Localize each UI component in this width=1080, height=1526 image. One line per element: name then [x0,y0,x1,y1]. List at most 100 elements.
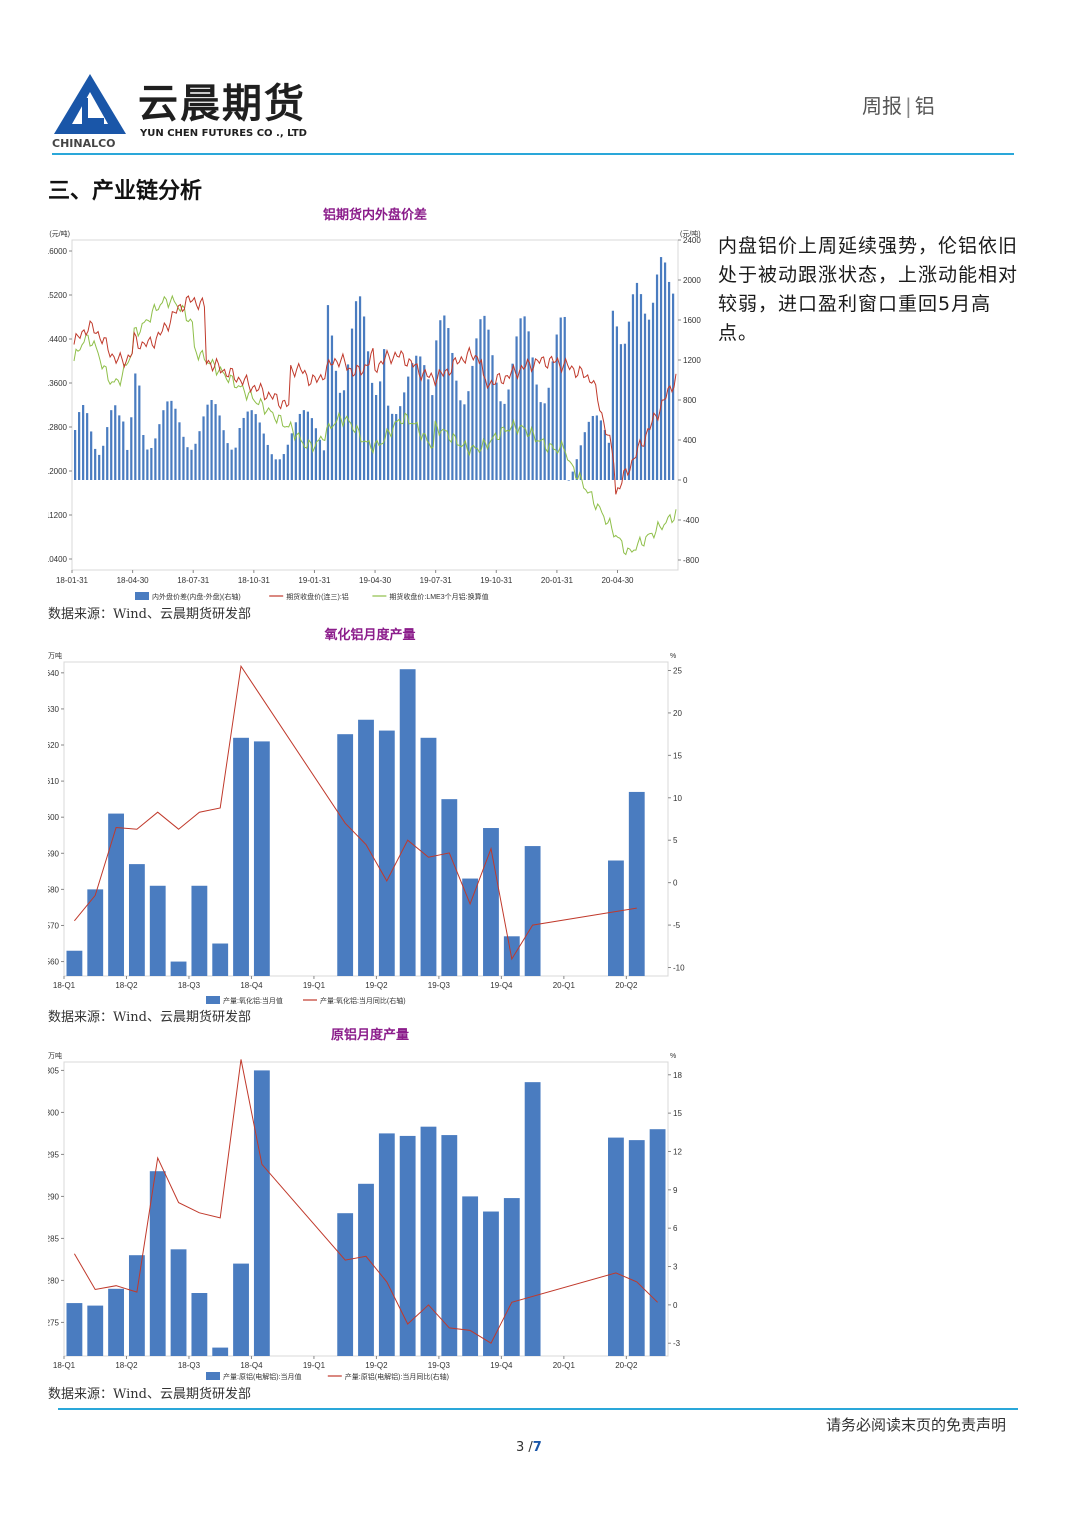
chart1-spread-bar [567,480,570,481]
chart3-bar [524,1082,541,1356]
disclaimer-link[interactable]: 请务必阅读末页的免责声明 [826,1416,1007,1434]
chart1-spread-bar [427,379,430,480]
chart3-bar [66,1303,83,1356]
chart3-source: 数据来源：Wind、云晨期货研发部 [48,1387,251,1402]
chart2-xtick-label: 19-Q3 [428,981,451,990]
chart1-spread-bar [435,340,438,480]
chart1-spread-bar [90,431,93,480]
company-name-en: YUN CHEN FUTURES CO ., LTD [140,128,307,139]
chart1-spread-bar [579,445,582,480]
page-number: 3 /7 [516,1440,542,1455]
chart2-ytick-left-label: 610 [48,777,60,786]
chart1-spread-bar [266,444,269,480]
chart1-spread-bar [587,421,590,480]
chart2-xtick-label: 20-Q1 [553,981,576,990]
chart2-bar [108,813,124,976]
chart3-bar [337,1213,354,1356]
chart1-ytick-left-label: 16000 [48,247,68,256]
chart2-ytick-right-label: 10 [673,794,682,803]
chart2-bar [149,885,166,976]
chart3-ytick-right-label: -3 [673,1339,681,1348]
chart2-bar [170,961,187,976]
chart3-ytick-left-label: 300 [48,1108,60,1117]
chart1-spread-bar [535,384,538,480]
chart2-ytick-right-label: 15 [673,751,682,760]
chart1-spread-bar [230,449,233,480]
chart3-xtick-label: 18-Q3 [178,1361,201,1370]
chart2-bar [66,950,83,976]
chart1-spread-bar [294,422,297,480]
chart2-ytick-left-label: 640 [48,669,60,678]
chart1-spread-bar [399,406,402,480]
chart1-spread-bar [286,444,289,480]
chart2-ytick-right-label: 25 [673,666,682,675]
chart1-source: 数据来源：Wind、云晨期货研发部 [48,607,251,622]
chart1-spread-bar [447,328,450,480]
chart1-spread-bar [98,454,101,480]
chart1-ytick-right-label: 1200 [683,356,701,365]
chart1-xtick-label: 18-07-31 [177,576,210,585]
chart2-bar [483,828,499,976]
chart3-ytick-left-label: 295 [48,1150,60,1159]
chart3-bar [462,1196,479,1356]
chart1-spread-bar [322,450,326,480]
footer-rule [58,1408,1018,1410]
chart3-bar [212,1347,229,1356]
chart3-bar [87,1305,104,1356]
chart3-ytick-left-label: 280 [48,1276,60,1285]
chart2-ytick-left-label: 560 [48,958,60,967]
chart2-ytick-right-label: -5 [673,921,681,930]
chart1-spread-bar [647,319,651,480]
chart1-ytick-left-label: 12000 [48,467,68,476]
chart1-ytick-right-label: -800 [683,556,700,565]
page-current: 3 [516,1440,525,1455]
chart1-spread-bar [314,428,318,480]
chart2-xtick-label: 18-Q2 [115,981,138,990]
chart1-spread-bar [122,421,125,480]
chart1-ytick-left-label: 15200 [48,291,68,300]
chart3-bar [233,1263,249,1356]
chart1-spread-bar [483,315,486,480]
chart3-ytick-right-label: 6 [673,1224,678,1233]
chart1-spread-bar [627,321,631,480]
chart1-spread-bar [619,344,623,480]
chart3-ylabel-left: 万吨 [48,1051,62,1060]
chart1-title: 铝期货内外盘价差 [322,208,427,223]
chart3-bar [503,1198,520,1356]
chart3-bar [608,1137,624,1356]
chart1-xtick-label: 19-04-30 [359,576,392,585]
chart2-bar [399,669,416,976]
chart3-xtick-label: 18-Q4 [240,1361,263,1370]
chart1-spread-bar [270,454,273,480]
chart1-spread-bar [439,320,442,480]
chart2-bar [378,730,395,976]
chart1-ytick-left-label: 10400 [48,555,68,564]
chart1-spread-bar [499,401,502,480]
chart1-spread-bar [515,336,518,480]
chart2-source: 数据来源：Wind、云晨期货研发部 [48,1010,251,1025]
chart3-ytick-left-label: 285 [48,1234,60,1243]
chart3-xtick-label: 20-Q2 [615,1361,638,1370]
chart1-spread-bar [250,410,253,480]
report-type-label: 周报 | 铝 [862,94,935,118]
chart1-spread-bar [563,316,566,480]
chart2-bar [233,737,249,976]
chart3-bar [378,1133,395,1356]
price-spread-chart: 1040011200120001280013600144001520016000… [48,229,701,601]
chart1-spread-bar [218,415,221,480]
chart1-ytick-left-label: 13600 [48,379,68,388]
chart2-bar [87,889,104,976]
chart1-spread-bar [186,447,189,480]
chart1-spread-bar [555,334,558,480]
chart1-spread-bar [234,447,237,480]
chart2-bar [128,864,145,976]
chart2-legend-label: 产量:氧化铝:当月同比(右轴) [320,996,406,1005]
chart1-spread-bar [423,365,426,480]
chart1-spread-bar [282,454,285,480]
chart3-xtick-label: 19-Q1 [303,1361,326,1370]
chart1-spread-bar [150,447,153,480]
commentary-text: 内盘铝价上周延续强势，伦铝依旧处于被动跟涨状态，上涨动能相对较弱，进口盈利窗口重… [718,235,1019,344]
chart2-bar [503,936,520,976]
chart3-bar [628,1140,645,1356]
chart1-spread-bar [643,313,647,480]
